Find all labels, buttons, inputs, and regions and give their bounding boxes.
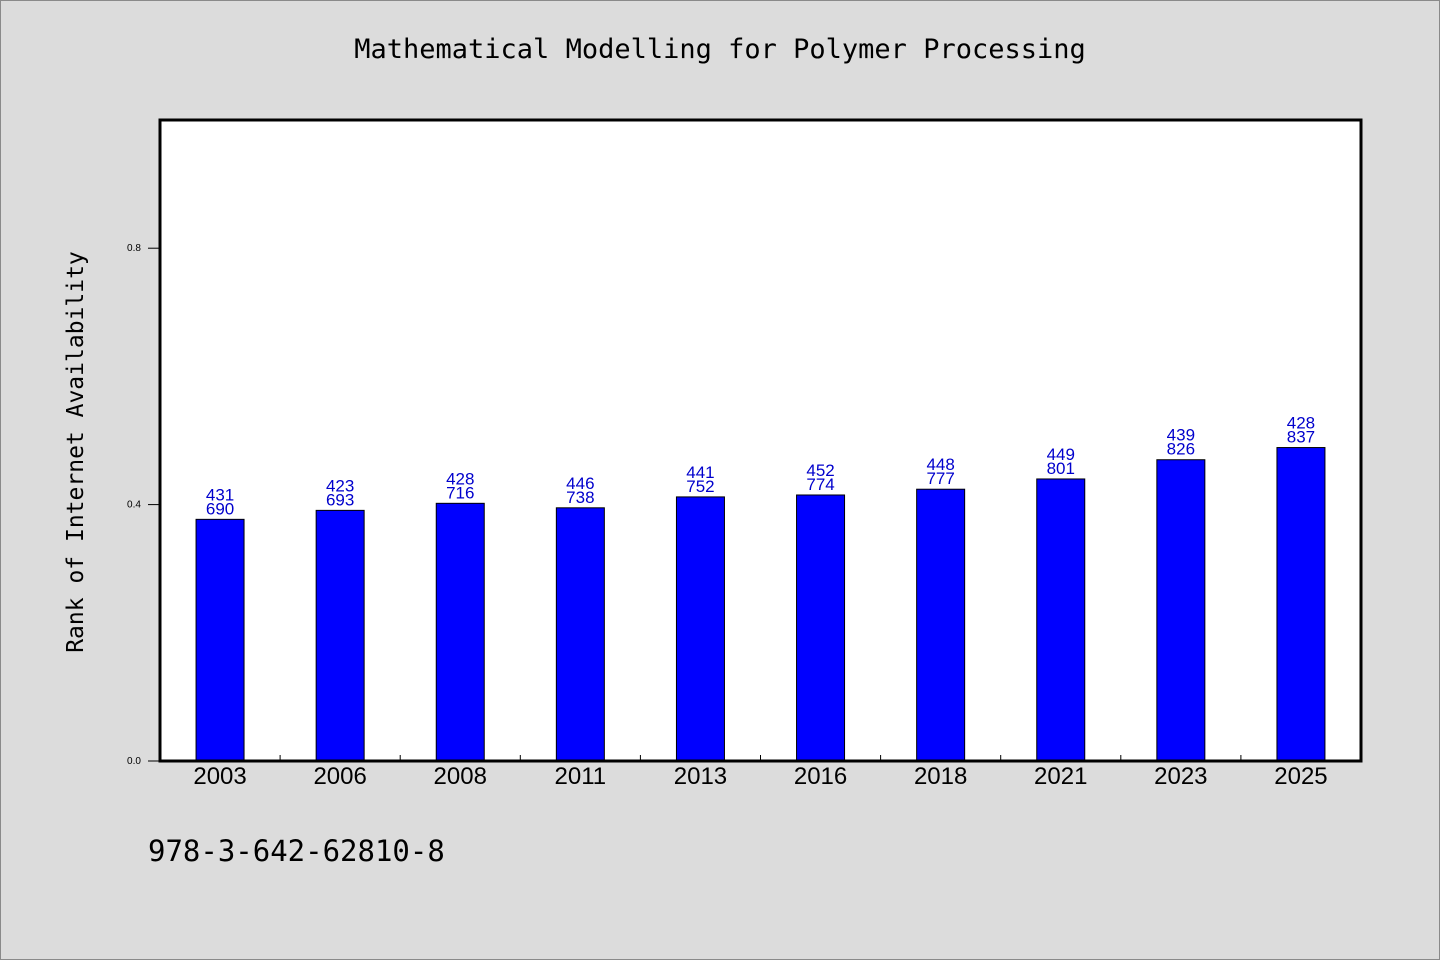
data-label-bottom: 738 [566, 488, 594, 507]
x-axis-ticks: 2003 2006 2008 2011 2013 2016 2018 2021 2023 2025 [193, 755, 1328, 790]
bar-2008 [435, 502, 485, 762]
data-label-top: 448 [926, 455, 954, 474]
chart-title: Mathematical Modelling for Polymer Proce… [354, 34, 1086, 65]
x-tick-label: 2021 [1034, 763, 1087, 790]
y-tick-label: 0.8 [127, 243, 141, 254]
footer-isbn: 978-3-642-62810-8 [148, 834, 445, 868]
data-label-bottom: 693 [326, 490, 354, 509]
data-label-top: 423 [326, 476, 354, 495]
data-label-bottom: 716 [446, 483, 474, 502]
x-tick-label: 2016 [794, 763, 847, 790]
y-tick-label: 0.0 [127, 756, 141, 767]
bar-2003 [195, 518, 245, 762]
data-label-top: 441 [686, 463, 714, 482]
data-label-bottom: 774 [806, 475, 834, 494]
bar-2025 [1276, 447, 1326, 762]
bars-group [195, 447, 1326, 762]
x-tick-label: 2018 [914, 763, 967, 790]
data-label-bottom: 752 [686, 477, 714, 496]
x-tick-label: 2025 [1274, 763, 1327, 790]
data-label-top: 449 [1047, 445, 1075, 464]
y-tick-label: 0.4 [127, 500, 141, 511]
x-tick-label: 2003 [193, 763, 246, 790]
x-tick-label: 2023 [1154, 763, 1207, 790]
x-tick-label: 2011 [555, 763, 607, 790]
plot-border [158, 118, 1363, 763]
bar-2023 [1156, 459, 1206, 762]
data-label-top: 428 [1287, 414, 1315, 433]
x-tick-label: 2006 [313, 763, 366, 790]
data-label-bottom: 826 [1167, 440, 1195, 459]
bar-2006 [315, 509, 365, 762]
data-label-top: 428 [446, 469, 474, 488]
bar-2021 [1036, 478, 1086, 762]
data-label-bottom: 690 [206, 499, 234, 518]
data-label-top: 452 [806, 461, 834, 480]
bar-2016 [796, 494, 846, 762]
bar-2018 [916, 488, 966, 762]
bar-2013 [675, 496, 725, 762]
data-label-bottom: 837 [1287, 428, 1315, 447]
data-label-bottom: 801 [1047, 459, 1075, 478]
bar-2011 [555, 507, 605, 762]
data-labels-group: 4316904236934287164467384417524527744487… [206, 414, 1315, 519]
y-axis-ticks: 0.0 0.4 0.8 [127, 243, 160, 767]
data-label-top: 446 [566, 474, 594, 493]
data-label-top: 431 [206, 485, 234, 504]
x-tick-label: 2008 [434, 763, 487, 790]
x-tick-label: 2013 [674, 763, 727, 790]
data-label-bottom: 777 [926, 469, 954, 488]
data-label-top: 439 [1167, 426, 1195, 445]
